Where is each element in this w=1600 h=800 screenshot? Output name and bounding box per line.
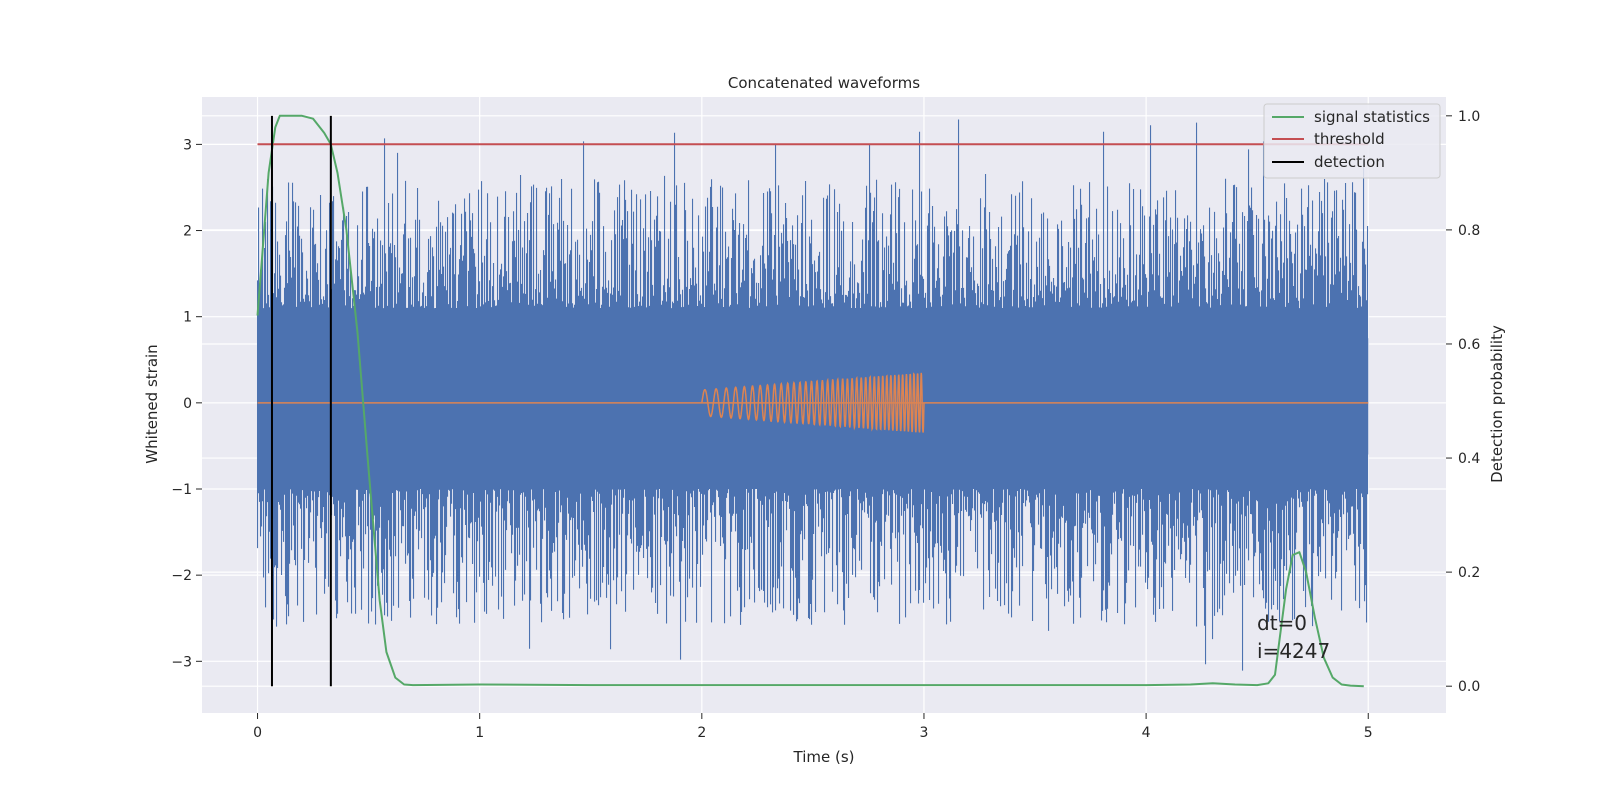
legend-box (1263, 103, 1441, 179)
annotation-dt: dt=0 (1257, 611, 1307, 635)
x-tick-label: 4 (1142, 725, 1151, 741)
y-axis-label-right: Detection probability (1488, 325, 1506, 483)
x-tick-label: 3 (920, 725, 929, 741)
y-tick-label-right: 0.0 (1458, 679, 1480, 695)
y-tick-label: 2 (183, 224, 192, 240)
legend-label-signal-statistics: signal statistics (1314, 108, 1430, 126)
series-signal-statistics (256, 114, 1364, 688)
annotation: dt=0 i=4247 (1257, 611, 1330, 663)
y-tick-label-right: 0.4 (1458, 451, 1480, 467)
axes: 0 1 2 3 4 5 −3 −2 −1 0 1 2 3 0.0 0.2 0.4 0.6 0.8 1.0 (171, 109, 1480, 741)
y-tick-label-right: 1.0 (1458, 109, 1480, 125)
x-tick-label: 0 (253, 725, 262, 741)
template-waveform (257, 372, 1369, 433)
legend-label-threshold: threshold (1314, 130, 1385, 148)
legend: signal statistics threshold detection (1263, 103, 1441, 179)
y-tick-label: 3 (183, 137, 192, 153)
y-tick-label: −1 (171, 482, 192, 498)
legend-label-detection: detection (1314, 153, 1385, 171)
y-tick-label: 0 (183, 396, 192, 412)
chart-title: Concatenated waveforms (728, 74, 920, 92)
y-tick-label-right: 0.8 (1458, 223, 1480, 239)
x-axis-label: Time (s) (793, 748, 855, 766)
x-tick-label: 1 (475, 725, 484, 741)
annotation-index: i=4247 (1257, 639, 1330, 663)
x-tick-label: 5 (1364, 725, 1373, 741)
x-tick-label: 2 (697, 725, 706, 741)
y-tick-label-right: 0.2 (1458, 565, 1480, 581)
y-tick-label: −3 (171, 654, 192, 670)
y-tick-label: 1 (183, 310, 192, 326)
y-tick-label-right: 0.6 (1458, 337, 1480, 353)
y-axis-label: Whitened strain (143, 344, 161, 463)
template-chirp (701, 372, 925, 433)
series-layer (256, 114, 1369, 688)
y-tick-label: −2 (171, 568, 192, 584)
